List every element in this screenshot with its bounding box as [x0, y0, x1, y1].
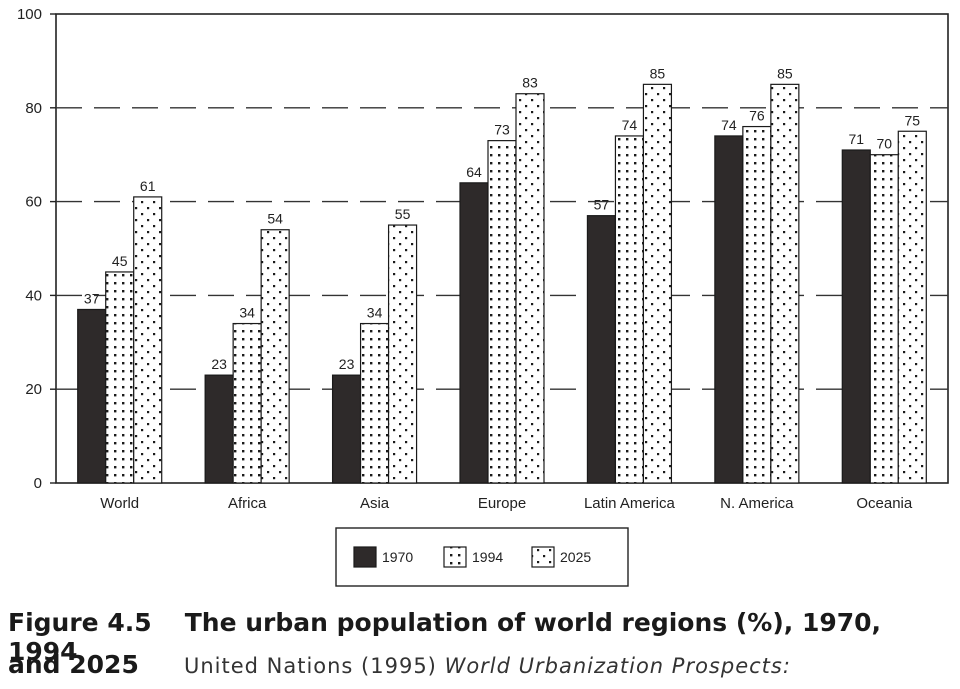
bar: [586, 215, 617, 484]
y-tick-label: 60: [25, 194, 42, 211]
bar-value-label: 23: [211, 356, 227, 372]
bar-value-label: 76: [749, 108, 765, 124]
bars: [77, 83, 927, 484]
bar-value-label: 34: [239, 305, 255, 321]
bar-value-label: 57: [594, 197, 610, 213]
y-axis: 0 20 40 60 80 100: [17, 6, 56, 492]
legend-label: 1994: [472, 549, 503, 565]
figure-title: The urban population of world regions (%…: [8, 608, 882, 666]
bar-value-label: 71: [848, 131, 864, 147]
bar: [742, 125, 772, 484]
bar-value-label: 55: [395, 206, 411, 222]
bar: [232, 322, 262, 484]
chart: 0 20 40 60 80 100 37 45 61 23 34 54 23 34 55 64 73 83 57 7…: [17, 6, 949, 587]
x-category-label: Asia: [360, 495, 390, 512]
figure-caption-line-1: Figure 4.5 The urban population of world…: [8, 608, 952, 666]
bar: [204, 374, 234, 484]
bar-value-label: 23: [339, 356, 355, 372]
figure-source-title: World Urbanization Prospects:: [444, 654, 791, 678]
bar: [869, 154, 899, 484]
bar-value-label: 34: [367, 305, 383, 321]
figure-caption-line-2: and 2025 United Nations (1995) World Urb…: [8, 650, 952, 679]
bar-value-label: 74: [721, 117, 737, 133]
bar-value-label: 45: [112, 253, 128, 269]
bar-value-label: 73: [494, 122, 510, 138]
bar: [614, 135, 645, 484]
bar-value-label: 54: [267, 211, 283, 227]
legend-label: 1970: [382, 549, 413, 565]
bar: [133, 196, 163, 484]
bar: [77, 308, 107, 484]
bar-value-label: 64: [466, 164, 482, 180]
bar-value-label: 61: [140, 178, 156, 194]
bar: [714, 135, 744, 484]
x-category-label: Latin America: [584, 495, 676, 512]
legend-swatch: [353, 546, 377, 568]
bar-value-label: 75: [904, 112, 920, 128]
bar-value-label: 37: [84, 290, 100, 306]
y-tick-label: 0: [34, 475, 42, 492]
legend-swatch: [531, 546, 555, 568]
bar-value-label: 70: [876, 136, 892, 152]
figure-label: Figure 4.5: [8, 608, 152, 637]
bar: [770, 83, 800, 484]
bar: [515, 93, 545, 484]
legend-box: [335, 527, 629, 587]
bar: [260, 229, 290, 484]
x-axis: World Africa Asia Europe Latin America N. Ame…: [100, 495, 913, 512]
figure-title-continuation: and 2025: [8, 650, 139, 679]
legend-label: 2025: [560, 549, 591, 565]
legend-swatch: [443, 546, 467, 568]
y-tick-label: 20: [25, 381, 42, 398]
bar: [487, 140, 517, 484]
x-category-label: World: [100, 495, 139, 512]
figure-source: United Nations (1995) World Urbanization…: [184, 654, 791, 678]
bar-value-label: 74: [622, 117, 638, 133]
bar-value-label: 83: [522, 75, 538, 91]
x-category-label: Africa: [228, 495, 267, 512]
x-category-label: N. America: [720, 495, 794, 512]
bar: [642, 83, 673, 484]
bar: [105, 271, 135, 484]
legend: 1970 1994 2025: [335, 527, 629, 587]
bar: [459, 182, 489, 484]
bar-value-label: 85: [777, 65, 793, 81]
x-category-label: Oceania: [856, 495, 913, 512]
bar: [387, 224, 418, 484]
bar: [359, 322, 390, 484]
y-tick-label: 100: [17, 6, 42, 23]
bar: [841, 149, 871, 484]
x-category-label: Europe: [478, 495, 526, 512]
y-tick-label: 80: [25, 100, 42, 117]
data-labels: 37 45 61 23 34 54 23 34 55 64 73 83 57 74 85 74 76 85 71 70…: [84, 65, 920, 372]
figure-source-text: United Nations (1995): [183, 654, 445, 678]
bar: [331, 374, 362, 484]
bar-value-label: 85: [650, 65, 666, 81]
bar: [897, 130, 927, 484]
y-tick-label: 40: [25, 287, 42, 304]
